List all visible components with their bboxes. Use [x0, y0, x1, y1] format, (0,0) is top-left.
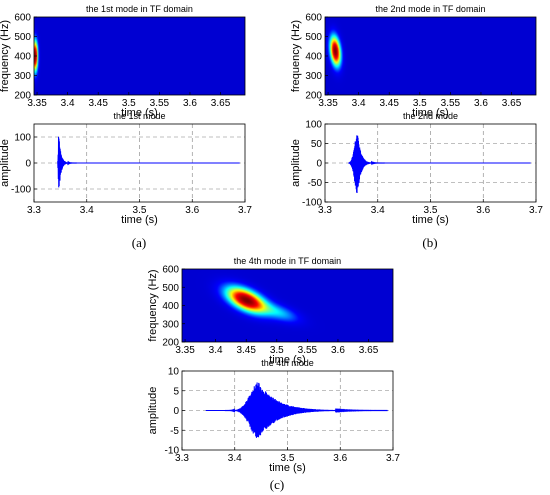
x-tick-label: 3.35: [318, 98, 338, 109]
y-tick-label: 5: [173, 386, 179, 397]
panel-label-c: (c): [270, 477, 284, 492]
chart-title: the 2nd mode: [403, 111, 458, 121]
tf-chart-c_tf: the 4th mode in TF domain 3.35 3.4 3.45 3.5 3…: [147, 256, 394, 366]
x-tick-label: 3.4: [228, 453, 242, 464]
x-tick-label: 3.6: [183, 98, 197, 109]
y-tick-label: 300: [14, 71, 31, 82]
x-tick-label: 3.5: [424, 205, 438, 216]
x-axis-label: time (s): [412, 107, 449, 119]
x-axis-label: time (s): [269, 462, 306, 474]
y-tick-label: -50: [308, 178, 323, 189]
x-tick-label: 3.5: [270, 345, 284, 356]
x-tick-label: 3.6: [185, 205, 199, 216]
waveform-chart-a_wave: the 1st mode 3.3 3.4 3.5 3.6 3.7 -100 0 100 time …: [0, 111, 252, 226]
y-tick-label: 300: [305, 71, 322, 82]
x-tick-label: 3.65: [502, 98, 522, 109]
waveform-line: [57, 136, 240, 188]
x-tick-label: 3.5: [122, 98, 136, 109]
tf-heatmap-image: [34, 17, 245, 95]
x-tick-label: 3.65: [359, 345, 379, 356]
y-axis-label: frequency (Hz): [147, 269, 159, 341]
chart-title: the 4th mode: [261, 358, 314, 368]
x-tick-label: 3.3: [318, 205, 332, 216]
x-tick-label: 3.4: [371, 205, 385, 216]
y-tick-label: 200: [14, 91, 31, 102]
y-tick-label: 300: [162, 319, 179, 330]
x-tick-label: 3.45: [379, 98, 399, 109]
y-axis-label: frequency (Hz): [290, 20, 302, 92]
panel-label-b: (b): [422, 235, 437, 250]
x-tick-label: 3.5: [413, 98, 427, 109]
y-tick-label: -10: [165, 446, 180, 457]
y-tick-label: -5: [170, 426, 179, 437]
x-tick-label: 3.3: [175, 453, 189, 464]
y-axis-label: amplitude: [147, 387, 159, 435]
x-axis-label: time (s): [412, 214, 449, 226]
tf-heatmap-image: [325, 17, 536, 95]
tf-chart-a_tf: the 1st mode in TF domain 3.35 3.4 3.45 3.5 3…: [0, 4, 246, 119]
y-tick-label: 600: [305, 13, 322, 24]
x-tick-label: 3.65: [211, 98, 231, 109]
y-tick-label: 600: [14, 13, 31, 24]
x-tick-label: 3.35: [175, 345, 195, 356]
y-tick-label: 50: [311, 139, 323, 150]
x-tick-label: 3.6: [474, 98, 488, 109]
chart-title: the 2nd mode in TF domain: [376, 4, 486, 14]
chart-title: the 1st mode: [113, 111, 165, 121]
x-tick-label: 3.7: [529, 205, 543, 216]
y-tick-label: 500: [162, 283, 179, 294]
x-tick-label: 3.35: [27, 98, 47, 109]
x-tick-label: 3.4: [209, 345, 223, 356]
tf-heatmap-image: [182, 269, 393, 342]
x-axis-label: time (s): [121, 107, 158, 119]
y-tick-label: 200: [305, 91, 322, 102]
x-tick-label: 3.3: [27, 205, 41, 216]
y-tick-label: 0: [316, 159, 322, 170]
x-tick-label: 3.7: [238, 205, 252, 216]
y-tick-label: 400: [305, 52, 322, 63]
y-tick-label: 200: [162, 338, 179, 349]
y-tick-label: -100: [11, 185, 31, 196]
x-tick-label: 3.5: [133, 205, 147, 216]
y-tick-label: 100: [14, 133, 31, 144]
y-tick-label: 100: [305, 120, 322, 131]
x-axis-label: time (s): [121, 214, 158, 226]
y-axis-label: amplitude: [290, 139, 302, 187]
y-tick-label: 400: [14, 52, 31, 63]
x-tick-label: 3.4: [352, 98, 366, 109]
tf-chart-b_tf: the 2nd mode in TF domain 3.35 3.4 3.45 3.5 3…: [290, 4, 537, 119]
y-tick-label: -100: [302, 198, 322, 209]
chart-title: the 4th mode in TF domain: [234, 256, 341, 266]
waveform-chart-c_wave: the 4th mode 3.3 3.4 3.5 3.6 3.7 -10 -5 0 5 10 time…: [147, 358, 400, 474]
x-tick-label: 3.4: [80, 205, 94, 216]
panel-label-a: (a): [132, 235, 146, 250]
waveform-line: [205, 382, 388, 438]
x-tick-label: 3.4: [61, 98, 75, 109]
x-tick-label: 3.55: [441, 98, 461, 109]
x-axis-label: time (s): [269, 354, 306, 366]
x-tick-label: 3.5: [281, 453, 295, 464]
x-tick-label: 3.45: [88, 98, 108, 109]
x-tick-label: 3.7: [386, 453, 400, 464]
y-tick-label: 400: [162, 301, 179, 312]
waveform-line: [348, 135, 531, 193]
y-tick-label: 0: [25, 159, 31, 170]
y-axis-label: amplitude: [0, 139, 11, 187]
x-tick-label: 3.6: [476, 205, 490, 216]
y-tick-label: 600: [162, 265, 179, 276]
x-tick-label: 3.55: [298, 345, 318, 356]
x-tick-label: 3.6: [333, 453, 347, 464]
y-tick-label: 500: [14, 32, 31, 43]
y-tick-label: 500: [305, 32, 322, 43]
x-tick-label: 3.55: [150, 98, 170, 109]
chart-title: the 1st mode in TF domain: [86, 4, 193, 14]
y-tick-label: 0: [173, 406, 179, 417]
y-tick-label: 10: [168, 367, 180, 378]
waveform-chart-b_wave: the 2nd mode 3.3 3.4 3.5 3.6 3.7 -100 -50 0 50 100…: [290, 111, 543, 226]
x-tick-label: 3.6: [331, 345, 345, 356]
x-tick-label: 3.45: [236, 345, 256, 356]
y-axis-label: frequency (Hz): [0, 20, 11, 92]
